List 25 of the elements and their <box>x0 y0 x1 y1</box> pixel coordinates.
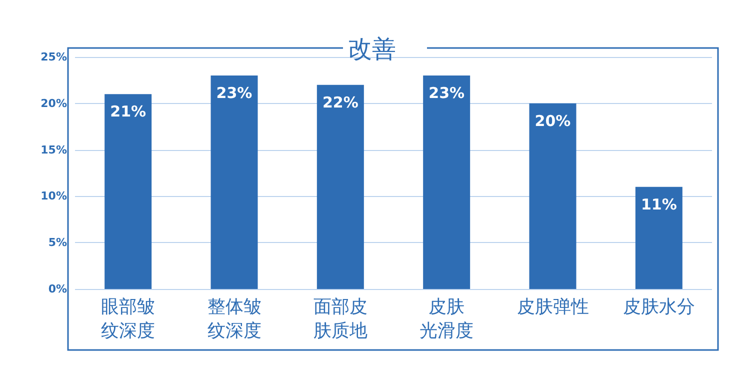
data-label: 11% <box>640 195 677 214</box>
bar <box>423 76 470 289</box>
data-label: 20% <box>534 112 571 130</box>
y-tick-label: 20% <box>40 96 67 110</box>
bar <box>210 76 258 289</box>
data-label: 22% <box>322 93 358 112</box>
x-tick-label: 皮肤弹性 <box>516 296 589 318</box>
y-tick-label: 15% <box>40 143 67 156</box>
y-tick-label: 25% <box>40 50 67 64</box>
x-tick-label: 眼部皱纹深度 <box>101 296 156 342</box>
bar <box>104 94 152 289</box>
x-tick-label: 面部皮肤质地 <box>313 296 368 342</box>
x-tick-label: 皮肤水分 <box>622 296 695 318</box>
chart-title: 改善 <box>348 35 396 63</box>
bar <box>316 84 364 289</box>
data-label: 21% <box>110 102 146 121</box>
bar <box>635 186 682 289</box>
y-tick-label: 0% <box>48 282 67 296</box>
bar <box>529 103 576 289</box>
data-label: 23% <box>428 84 465 102</box>
data-label: 23% <box>216 84 252 102</box>
x-tick-label: 整体皱纹深度 <box>207 296 262 342</box>
y-tick-label: 5% <box>48 236 67 250</box>
y-tick-label: 10% <box>40 190 67 203</box>
x-tick-label: 皮肤光滑度 <box>420 296 474 342</box>
